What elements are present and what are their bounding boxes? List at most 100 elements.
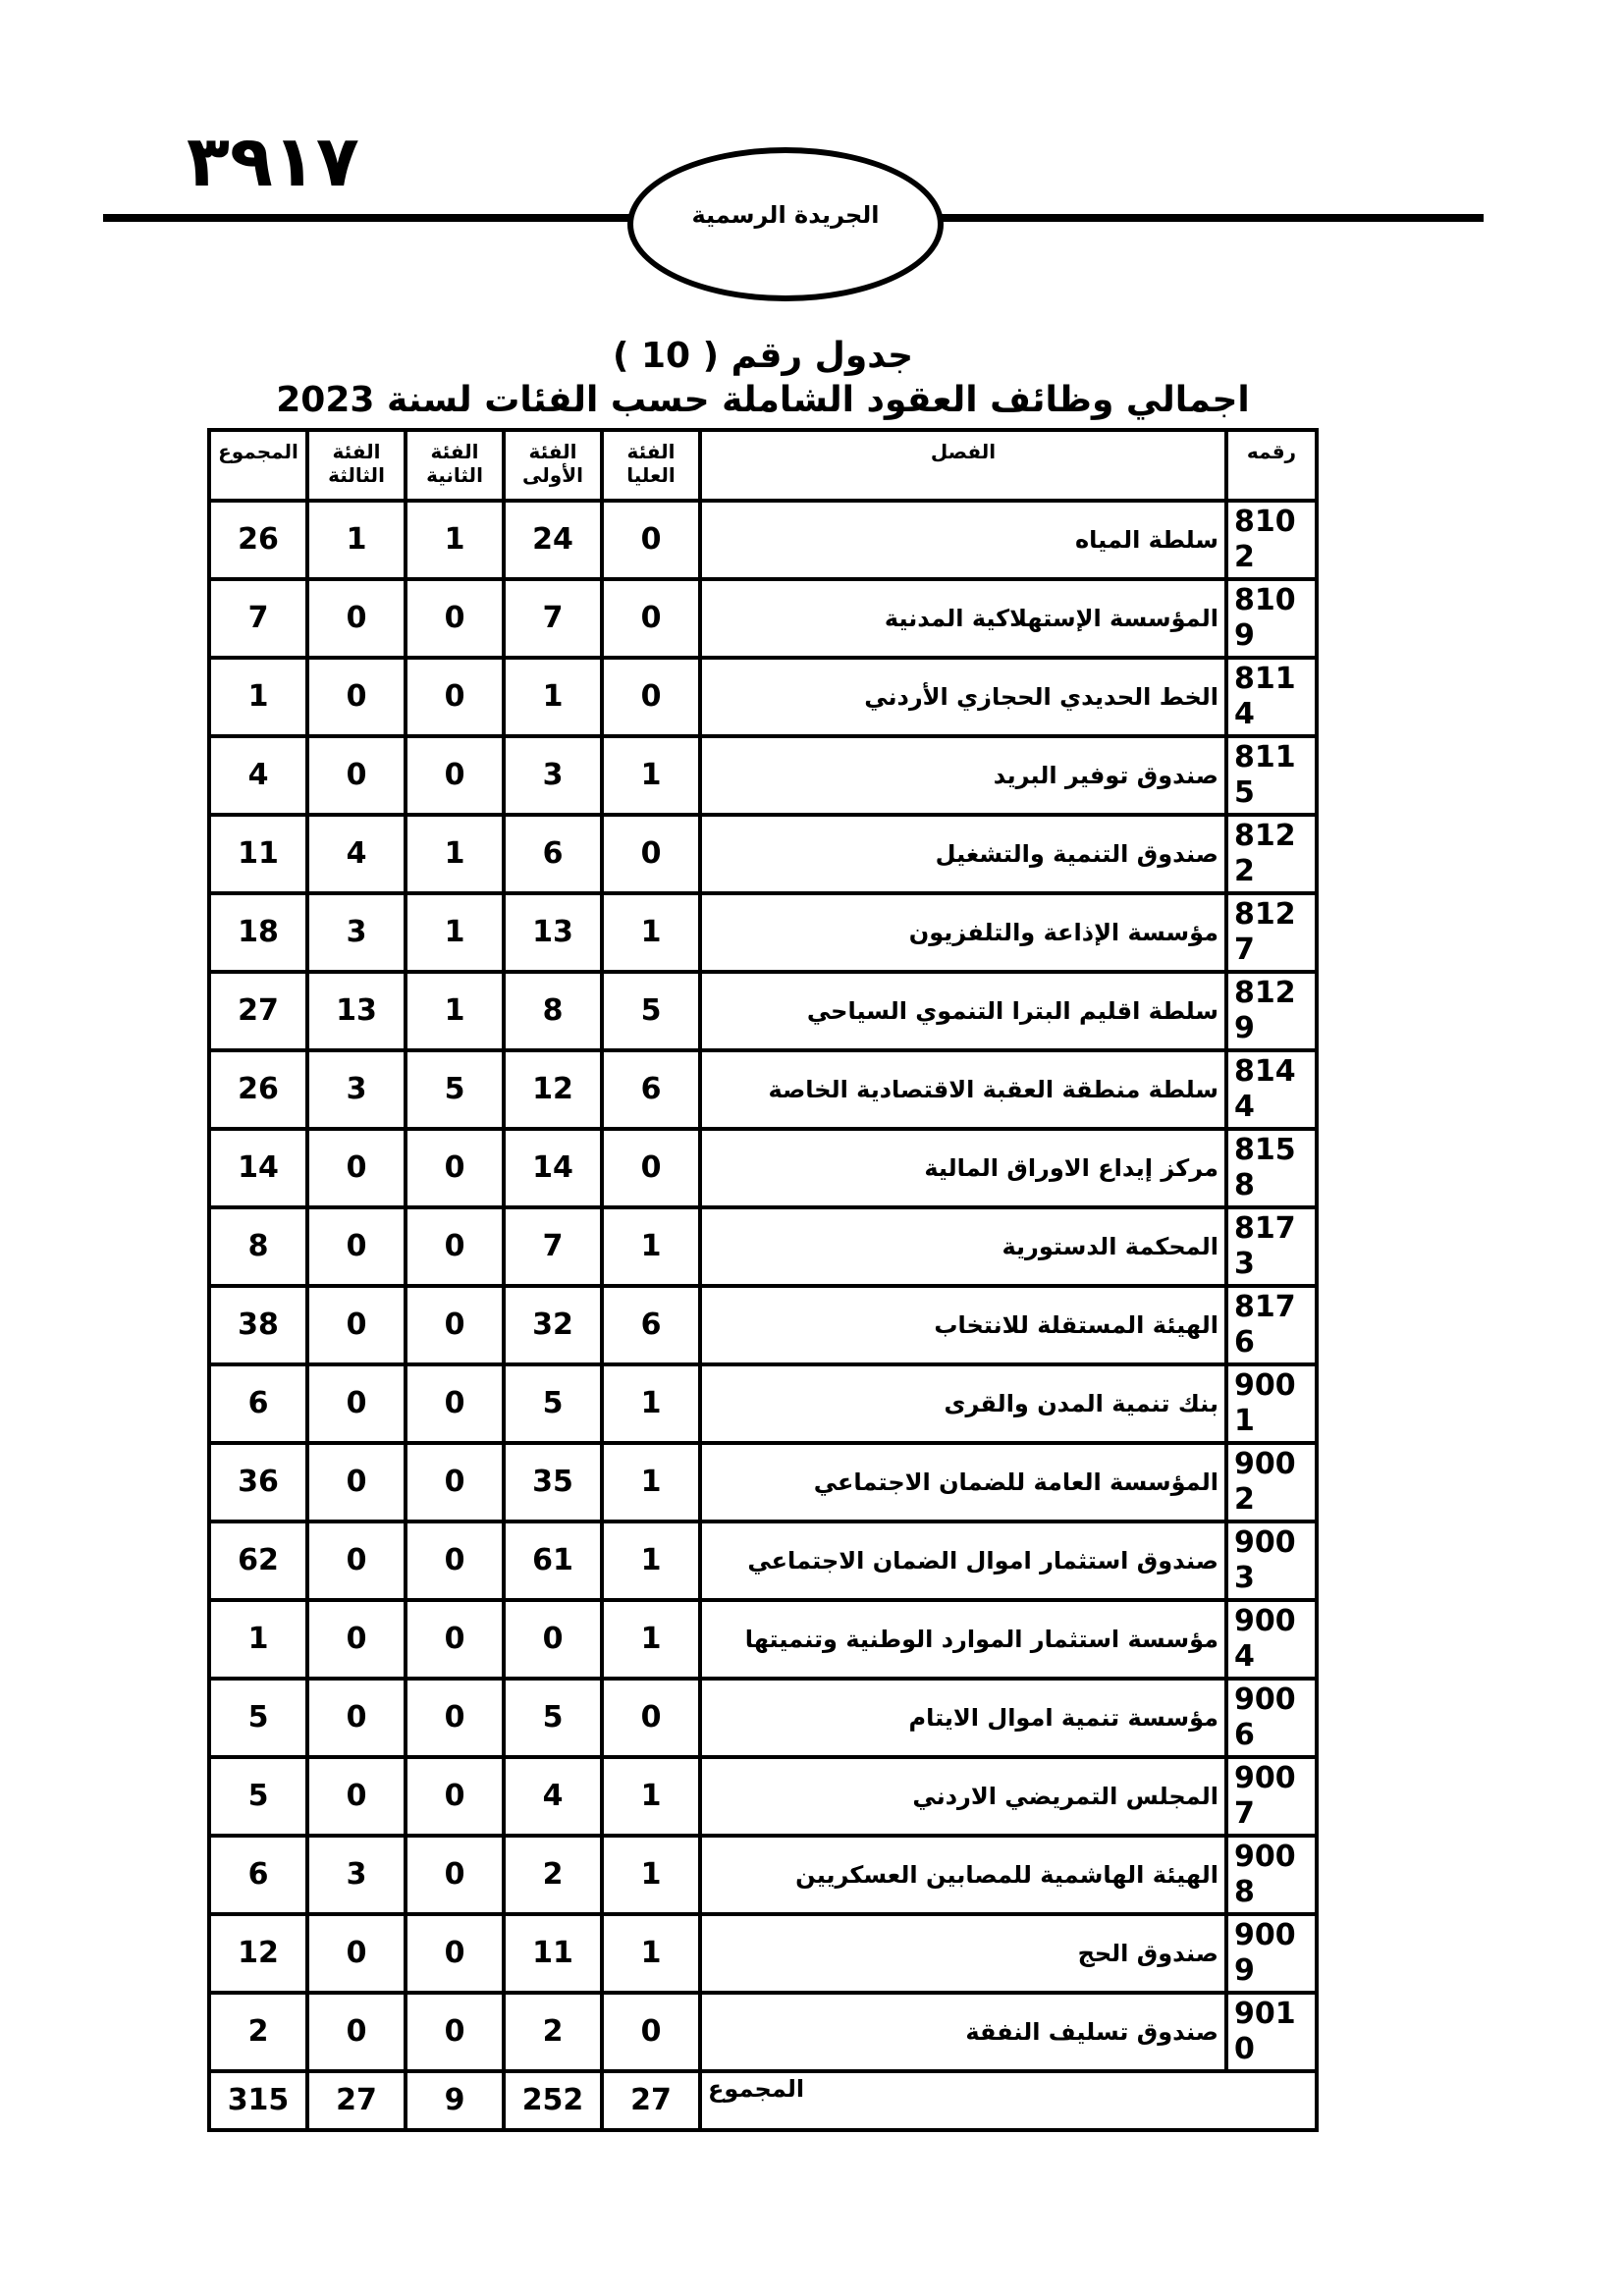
third-category-cell: 4 <box>305 813 407 895</box>
table-row: 8109 المؤسسة الإستهلاكية المدنية 0 7 0 0 7 <box>207 577 1319 660</box>
code-cell: 8144 <box>1224 1048 1319 1131</box>
second-category-cell: 1 <box>404 499 506 581</box>
table-row: 8114 الخط الحديدي الحجازي الأردني 0 1 0 0 1 <box>207 656 1319 738</box>
top-category-cell: 1 <box>600 891 702 974</box>
second-category-cell: 0 <box>404 1598 506 1681</box>
total-cell: 6 <box>207 1834 309 1916</box>
gazette-emblem: الجريدة الرسمية <box>627 147 944 301</box>
total-cell: 12 <box>207 1912 309 1995</box>
first-category-cell: 13 <box>502 891 604 974</box>
third-category-cell: 0 <box>305 1598 407 1681</box>
page-number: ٣٩١٧ <box>187 120 359 202</box>
first-category-cell: 7 <box>502 577 604 660</box>
chapter-cell: صندوق توفير البريد <box>698 734 1228 817</box>
code-cell: 8122 <box>1224 813 1319 895</box>
second-category-cell: 0 <box>404 1677 506 1759</box>
first-category-cell: 5 <box>502 1677 604 1759</box>
second-category-cell: 0 <box>404 1127 506 1209</box>
table-row: 9009 صندوق الحج 1 11 0 0 12 <box>207 1912 1319 1995</box>
chapter-cell: الهيئة المستقلة للانتخاب <box>698 1284 1228 1366</box>
chapter-cell: الهيئة الهاشمية للمصابين العسكريين <box>698 1834 1228 1916</box>
top-category-cell: 0 <box>600 1991 702 2073</box>
second-category-cell: 1 <box>404 813 506 895</box>
total-cell: 6 <box>207 1362 309 1445</box>
table-row: 8127 مؤسسة الإذاعة والتلفزيون 1 13 1 3 18 <box>207 891 1319 974</box>
code-cell: 9002 <box>1224 1441 1319 1523</box>
total-cell: 1 <box>207 1598 309 1681</box>
total-cell: 7 <box>207 577 309 660</box>
third-category-cell: 0 <box>305 577 407 660</box>
code-cell: 9003 <box>1224 1520 1319 1602</box>
column-header-top: الفئة العليا <box>600 428 702 503</box>
third-category-cell: 0 <box>305 1991 407 2073</box>
top-category-cell: 0 <box>600 813 702 895</box>
first-category-cell: 1 <box>502 656 604 738</box>
chapter-cell: سلطة منطقة العقبة الاقتصادية الخاصة <box>698 1048 1228 1131</box>
table-row: 9007 المجلس التمريضي الاردني 1 4 0 0 5 <box>207 1755 1319 1838</box>
total-cell: 26 <box>207 1048 309 1131</box>
column-header-chapter: الفصل <box>698 428 1228 503</box>
second-category-cell: 0 <box>404 577 506 660</box>
code-cell: 8127 <box>1224 891 1319 974</box>
third-category-cell: 0 <box>305 656 407 738</box>
code-cell: 9010 <box>1224 1991 1319 2073</box>
total-cell: 8 <box>207 1205 309 1288</box>
second-category-cell: 0 <box>404 1284 506 1366</box>
first-category-cell: 4 <box>502 1755 604 1838</box>
third-category-cell: 13 <box>305 970 407 1052</box>
total-cell: 5 <box>207 1755 309 1838</box>
chapter-cell: مؤسسة الإذاعة والتلفزيون <box>698 891 1228 974</box>
code-cell: 9008 <box>1224 1834 1319 1916</box>
table-row: 9004 مؤسسة استثمار الموارد الوطنية وتنميت… <box>207 1598 1319 1681</box>
second-category-cell: 0 <box>404 1755 506 1838</box>
second-category-cell: 0 <box>404 1991 506 2073</box>
chapter-cell: المحكمة الدستورية <box>698 1205 1228 1288</box>
top-category-cell: 0 <box>600 499 702 581</box>
second-category-cell: 0 <box>404 1520 506 1602</box>
code-cell: 8115 <box>1224 734 1319 817</box>
total-cell: 14 <box>207 1127 309 1209</box>
gazette-name: الجريدة الرسمية <box>691 200 880 229</box>
table-row: 9010 صندوق تسليف النفقة 0 2 0 0 2 <box>207 1991 1319 2073</box>
top-category-cell: 6 <box>600 1284 702 1366</box>
top-category-cell: 1 <box>600 1520 702 1602</box>
code-cell: 9004 <box>1224 1598 1319 1681</box>
chapter-cell: بنك تنمية المدن والقرى <box>698 1362 1228 1445</box>
total-cell: 18 <box>207 891 309 974</box>
second-category-cell: 5 <box>404 1048 506 1131</box>
second-category-cell: 1 <box>404 891 506 974</box>
chapter-cell: سلطة المياه <box>698 499 1228 581</box>
second-category-cell: 1 <box>404 970 506 1052</box>
code-cell: 8158 <box>1224 1127 1319 1209</box>
first-category-cell: 35 <box>502 1441 604 1523</box>
chapter-cell: صندوق استثمار اموال الضمان الاجتماعي <box>698 1520 1228 1602</box>
top-category-cell: 1 <box>600 1912 702 1995</box>
chapter-cell: صندوق الحج <box>698 1912 1228 1995</box>
second-category-cell: 0 <box>404 1834 506 1916</box>
first-category-cell: 0 <box>502 1598 604 1681</box>
total-cell: 2 <box>207 1991 309 2073</box>
code-cell: 9007 <box>1224 1755 1319 1838</box>
first-category-cell: 6 <box>502 813 604 895</box>
top-category-cell: 1 <box>600 1362 702 1445</box>
total-cell: 4 <box>207 734 309 817</box>
top-category-cell: 0 <box>600 577 702 660</box>
total-cell: 36 <box>207 1441 309 1523</box>
table-subtitle: اجمالي وظائف العقود الشاملة حسب الفئات ل… <box>276 380 1250 420</box>
totals-third-cell: 27 <box>305 2069 407 2132</box>
top-category-cell: 1 <box>600 1441 702 1523</box>
chapter-cell: سلطة اقليم البترا التنموي السياحي <box>698 970 1228 1052</box>
contracts-table: رقمه الفصل الفئة العليا الفئة الأولى الف… <box>207 428 1319 2132</box>
table-row: 8115 صندوق توفير البريد 1 3 0 0 4 <box>207 734 1319 817</box>
code-cell: 8129 <box>1224 970 1319 1052</box>
second-category-cell: 0 <box>404 1441 506 1523</box>
first-category-cell: 2 <box>502 1834 604 1916</box>
third-category-cell: 0 <box>305 1441 407 1523</box>
chapter-cell: صندوق التنمية والتشغيل <box>698 813 1228 895</box>
total-cell: 1 <box>207 656 309 738</box>
chapter-cell: المجلس التمريضي الاردني <box>698 1755 1228 1838</box>
totals-label: المجموع <box>698 2069 1319 2132</box>
top-category-cell: 0 <box>600 1677 702 1759</box>
first-category-cell: 61 <box>502 1520 604 1602</box>
code-cell: 8173 <box>1224 1205 1319 1288</box>
